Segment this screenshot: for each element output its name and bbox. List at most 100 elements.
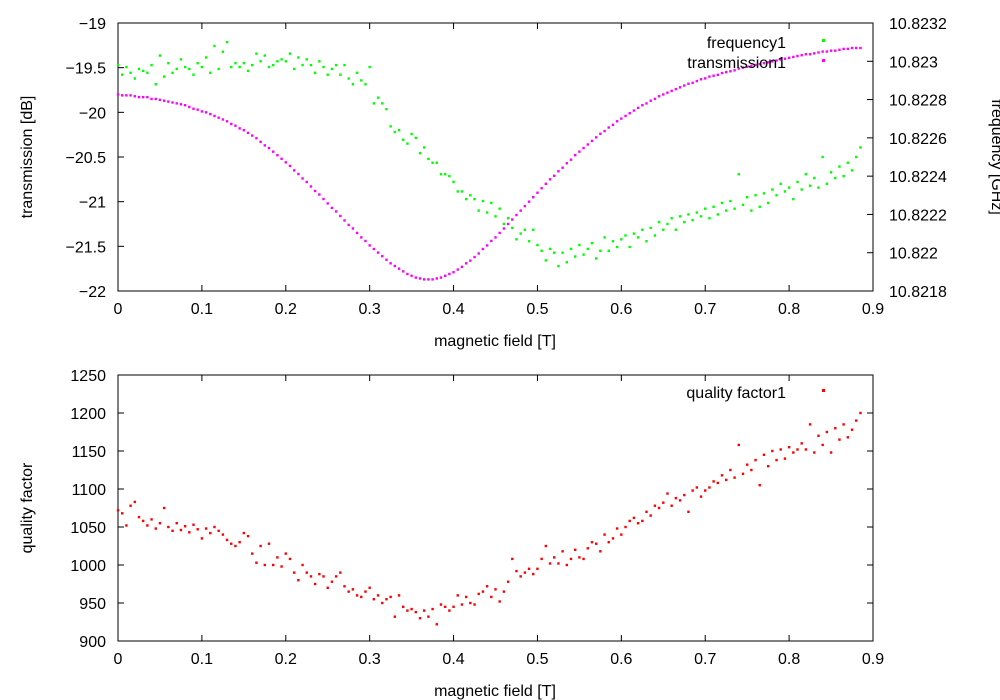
x-tick-label: 0.1 <box>191 651 213 668</box>
quality-factor1-point <box>288 557 292 561</box>
quality-factor1-point <box>183 525 187 528</box>
quality-factor1-point <box>716 481 720 485</box>
frequency1-point <box>255 52 258 55</box>
quality-factor1-point <box>263 563 267 567</box>
transmission1-point <box>368 244 371 247</box>
quality-factor1-point <box>586 547 589 550</box>
frequency1-point <box>532 228 535 231</box>
quality-factor1-point <box>741 472 745 475</box>
quality-factor1-point <box>712 480 715 483</box>
quality-factor1-point <box>414 610 418 614</box>
y-tick-label: −21.5 <box>66 239 107 256</box>
frequency1-point <box>792 197 795 201</box>
quality-factor1-point <box>557 562 560 565</box>
transmission1-point <box>276 154 279 157</box>
frequency1-point <box>808 184 812 187</box>
transmission1-point <box>506 222 510 226</box>
y-tick-label: −22 <box>79 284 106 301</box>
quality-factor1-point <box>351 588 355 591</box>
x-tick-label: 0.1 <box>191 301 213 318</box>
frequency1-point <box>817 186 820 189</box>
transmission1-point <box>825 50 829 53</box>
quality-factor1-point <box>456 594 459 597</box>
transmission1-point <box>649 99 652 102</box>
transmission1-point <box>355 231 359 235</box>
quality-factor1-point <box>158 522 162 525</box>
top-y2-axis-label: frequency [GHz] <box>988 99 1000 215</box>
transmission1-point <box>364 239 367 243</box>
transmission1-point <box>238 127 241 130</box>
top-y-tick-labels: −19 −19.5 −20 −20.5 −21 −21.5 −22 <box>66 16 107 301</box>
frequency1-point <box>188 67 191 71</box>
frequency1-point <box>276 60 279 63</box>
quality-factor1-point <box>439 603 443 606</box>
top-x-axis-label: magnetic field [T] <box>434 333 556 350</box>
quality-factor1-point <box>515 569 518 573</box>
x-tick-label: 0.8 <box>778 301 800 318</box>
y-tick-label: −19.5 <box>66 61 107 78</box>
quality-factor1-point <box>498 600 501 603</box>
frequency1-point <box>745 196 749 199</box>
transmission1-point <box>141 95 145 99</box>
x-tick-label: 0.2 <box>275 301 297 318</box>
frequency1-point <box>309 63 313 67</box>
quality-factor1-point <box>381 601 384 605</box>
frequency1-point <box>599 249 602 252</box>
quality-factor1-point <box>125 524 128 527</box>
transmission1-point <box>766 61 770 64</box>
frequency1-point <box>431 161 434 164</box>
quality-factor1-point <box>846 436 850 439</box>
quality-factor1-point <box>733 476 736 479</box>
transmission1-point <box>167 100 170 103</box>
quality-factor1-point <box>410 607 413 611</box>
quality-factor1-point <box>636 522 640 525</box>
quality-factor1-point <box>209 531 212 535</box>
quality-factor1-point <box>615 527 619 530</box>
transmission1-point <box>125 94 128 97</box>
legend-frequency-marker <box>822 39 825 42</box>
transmission1-point <box>741 66 745 69</box>
frequency1-point <box>800 188 803 191</box>
transmission1-point <box>708 75 711 78</box>
frequency1-point <box>339 73 342 76</box>
transmission1-point <box>594 136 598 139</box>
frequency1-point <box>527 240 531 243</box>
y-tick-label: −20.5 <box>66 150 107 167</box>
quality-factor1-point <box>666 492 669 495</box>
frequency1-point <box>402 138 405 141</box>
transmission1-point <box>230 122 233 126</box>
frequency1-point <box>322 65 325 69</box>
frequency1-point <box>519 232 522 235</box>
y2-tick-label: 10.8222 <box>889 207 947 224</box>
transmission1-point <box>171 101 174 104</box>
quality-factor1-point <box>120 512 124 515</box>
transmission1-point <box>255 137 258 140</box>
transmission1-point <box>175 102 178 105</box>
quality-factor1-point <box>402 605 405 608</box>
transmission1-point <box>301 177 304 180</box>
y-tick-label: 1000 <box>70 558 106 575</box>
quality-factor1-point <box>196 528 199 531</box>
transmission1-point <box>523 204 527 208</box>
frequency1-point <box>674 228 678 231</box>
top-ticks <box>117 22 874 292</box>
transmission1-point <box>217 116 220 119</box>
x-tick-label: 0.5 <box>526 651 548 668</box>
quality-factor1-point <box>691 489 694 492</box>
transmission1-point <box>737 67 740 70</box>
x-tick-label: 0.6 <box>610 301 632 318</box>
transmission1-point <box>460 265 464 269</box>
quality-factor1-point <box>305 571 308 574</box>
quality-factor1-point <box>720 474 724 477</box>
transmission1-point <box>456 268 459 271</box>
top-data-points <box>116 40 862 281</box>
quality-factor1-point <box>192 523 195 526</box>
transmission1-point <box>724 70 728 74</box>
quality-factor1-point <box>473 603 476 606</box>
transmission1-point <box>162 99 166 102</box>
quality-factor1-point <box>217 529 220 532</box>
frequency1-point <box>477 209 480 212</box>
frequency1-point <box>343 63 346 67</box>
quality-factor1-point <box>284 552 287 555</box>
